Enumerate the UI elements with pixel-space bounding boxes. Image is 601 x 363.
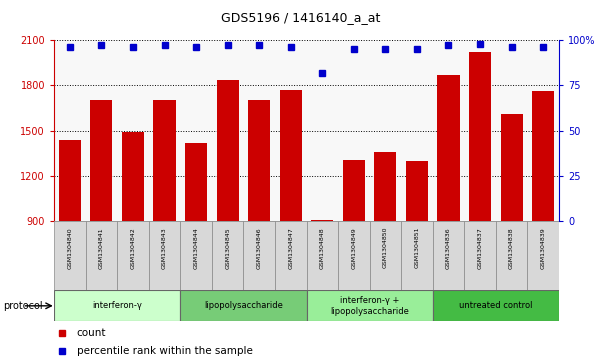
Text: GSM1304837: GSM1304837 <box>478 227 483 269</box>
Bar <box>401 221 433 290</box>
Bar <box>122 132 144 221</box>
Bar <box>248 101 270 221</box>
Bar <box>275 221 307 290</box>
Bar <box>433 290 559 321</box>
Bar <box>59 140 81 221</box>
Text: GSM1304844: GSM1304844 <box>194 227 198 269</box>
Bar <box>307 290 433 321</box>
Bar <box>90 101 112 221</box>
Text: GSM1304842: GSM1304842 <box>130 227 135 269</box>
Text: GSM1304848: GSM1304848 <box>320 227 325 269</box>
Bar <box>153 101 175 221</box>
Bar <box>438 75 460 221</box>
Text: GSM1304851: GSM1304851 <box>415 227 419 269</box>
Bar <box>496 221 528 290</box>
Text: untreated control: untreated control <box>459 301 532 310</box>
Text: GSM1304850: GSM1304850 <box>383 227 388 269</box>
Bar <box>279 90 302 221</box>
Text: count: count <box>77 328 106 338</box>
Bar <box>54 221 85 290</box>
Text: GSM1304838: GSM1304838 <box>509 227 514 269</box>
Text: lipopolysaccharide: lipopolysaccharide <box>204 301 283 310</box>
Text: GSM1304836: GSM1304836 <box>446 227 451 269</box>
Bar <box>85 221 117 290</box>
Bar <box>311 220 334 221</box>
Bar <box>180 221 212 290</box>
Text: GSM1304843: GSM1304843 <box>162 227 167 269</box>
Bar <box>501 114 523 221</box>
Bar <box>469 52 491 221</box>
Text: GSM1304840: GSM1304840 <box>67 227 72 269</box>
Text: GSM1304841: GSM1304841 <box>99 227 104 269</box>
Bar <box>370 221 401 290</box>
Bar <box>216 80 239 221</box>
Bar <box>185 143 207 221</box>
Text: percentile rank within the sample: percentile rank within the sample <box>77 346 252 356</box>
Text: GSM1304845: GSM1304845 <box>225 227 230 269</box>
Bar <box>307 221 338 290</box>
Bar <box>243 221 275 290</box>
Text: GSM1304849: GSM1304849 <box>352 227 356 269</box>
Bar <box>532 91 554 221</box>
Bar <box>212 221 243 290</box>
Text: protocol: protocol <box>3 301 43 311</box>
Bar <box>117 221 149 290</box>
Bar <box>149 221 180 290</box>
Bar <box>433 221 465 290</box>
Text: GSM1304839: GSM1304839 <box>541 227 546 269</box>
Bar <box>180 290 307 321</box>
Bar <box>338 221 370 290</box>
Bar <box>406 161 428 221</box>
Bar <box>343 160 365 221</box>
Bar <box>54 290 180 321</box>
Text: GSM1304846: GSM1304846 <box>257 227 261 269</box>
Text: interferon-γ +
lipopolysaccharide: interferon-γ + lipopolysaccharide <box>330 296 409 315</box>
Text: GSM1304847: GSM1304847 <box>288 227 293 269</box>
Bar <box>528 221 559 290</box>
Bar <box>374 152 397 221</box>
Bar <box>465 221 496 290</box>
Text: GDS5196 / 1416140_a_at: GDS5196 / 1416140_a_at <box>221 11 380 24</box>
Text: interferon-γ: interferon-γ <box>93 301 142 310</box>
